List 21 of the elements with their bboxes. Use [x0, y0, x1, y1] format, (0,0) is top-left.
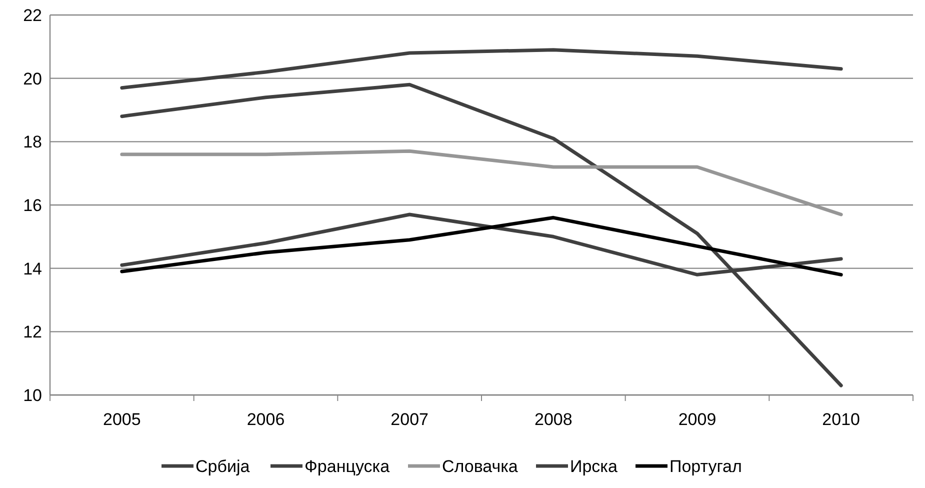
legend-label: Словачка	[442, 456, 518, 476]
legend-label: Португал	[670, 456, 742, 476]
legend-label: Француска	[304, 456, 390, 476]
y-tick-label: 22	[23, 6, 42, 25]
line-series	[120, 82, 843, 388]
y-tick-label: 10	[23, 386, 42, 405]
y-tick-label: 16	[23, 196, 42, 215]
y-tick-label: 20	[23, 69, 42, 88]
y-tick-label: 14	[23, 259, 42, 278]
legend-label: Србија	[196, 456, 250, 476]
x-tick-label: 2009	[678, 410, 716, 429]
line-series	[120, 48, 843, 90]
legend-label: Ирска	[570, 456, 618, 476]
y-tick-label: 18	[23, 132, 42, 152]
x-tick-label: 2005	[103, 410, 141, 429]
x-tick-label: 2008	[534, 410, 572, 429]
x-tick-label: 2010	[822, 410, 860, 429]
y-tick-label: 12	[23, 322, 42, 342]
x-tick-label: 2006	[246, 410, 285, 429]
line-series	[120, 149, 843, 216]
x-tick-label: 2007	[390, 410, 428, 429]
